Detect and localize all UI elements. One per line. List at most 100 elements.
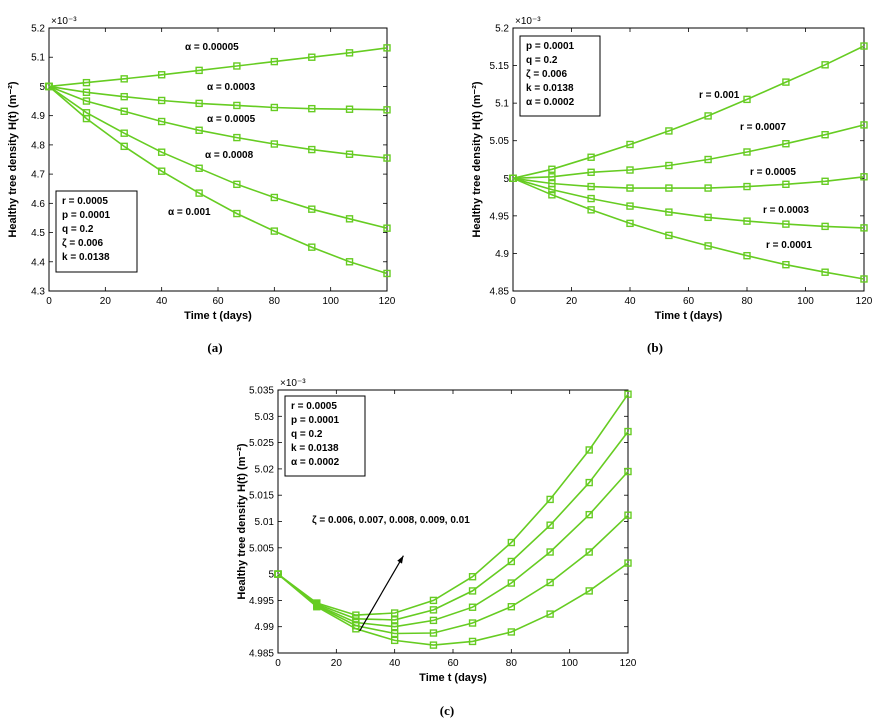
data-point	[157, 117, 166, 126]
data-point	[743, 217, 751, 225]
chart-a: 0 20 40 60 80 100 120 4.3 4.4 4.5 4.6 4.7 4.8 4.9 5 5.1…	[7, 16, 396, 355]
data-point	[390, 616, 399, 624]
data-point	[626, 166, 634, 174]
parameter-text: p = 0.0001	[526, 41, 575, 52]
data-point	[546, 495, 554, 504]
parameter-text: k = 0.0138	[291, 443, 339, 454]
x-tick-label: 0	[46, 296, 52, 307]
x-tick-label: 120	[856, 296, 873, 307]
data-point	[468, 603, 477, 611]
series-line-5	[48, 85, 388, 275]
data-point	[429, 596, 438, 605]
y-tick-label: 5.02	[255, 464, 275, 475]
data-point	[120, 129, 128, 137]
axis-exponent: ×10⁻³	[51, 16, 77, 27]
x-tick-label: 60	[447, 658, 459, 669]
data-point	[352, 625, 360, 633]
data-point	[120, 75, 128, 83]
y-tick-label: 5.1	[31, 53, 45, 64]
x-tick-label: 40	[156, 296, 168, 307]
x-tick-label: 20	[100, 296, 112, 307]
data-point	[157, 71, 166, 79]
data-point	[157, 148, 166, 156]
x-tick-label: 20	[566, 296, 578, 307]
data-point	[233, 209, 241, 218]
x-tick-label: 120	[379, 296, 396, 307]
data-point	[429, 616, 438, 625]
y-tick-label: 5.15	[490, 61, 510, 72]
data-point	[860, 275, 868, 283]
data-point	[429, 629, 438, 637]
data-point	[860, 173, 868, 181]
data-point	[195, 66, 203, 75]
y-tick-label: 5.025	[249, 438, 274, 449]
parameter-text: ζ = 0.006	[526, 69, 567, 80]
y-tick-label: 5	[503, 174, 509, 185]
data-point	[821, 131, 829, 139]
x-tick-label: 20	[331, 658, 343, 669]
data-point	[587, 168, 595, 176]
data-point	[860, 42, 868, 50]
series-line-3	[512, 176, 865, 189]
data-point	[704, 213, 712, 222]
y-tick-label: 5	[268, 570, 274, 581]
data-point	[704, 155, 712, 164]
chart-c: 0 20 40 60 80 100 1204.9854.994.99555.0055.015…	[236, 378, 637, 718]
y-tick-label: 5.03	[255, 412, 275, 423]
data-point	[468, 619, 477, 627]
data-point	[507, 579, 516, 587]
x-tick-label: 100	[561, 658, 578, 669]
data-point	[587, 182, 595, 191]
data-point	[587, 153, 595, 161]
y-tick-label: 5.015	[249, 491, 274, 502]
series-line-1	[48, 47, 388, 88]
data-point	[860, 224, 868, 232]
data-point	[507, 628, 516, 636]
data-point	[233, 133, 241, 142]
series-line-5	[277, 562, 629, 646]
data-point	[390, 609, 399, 617]
y-tick-label: 4.9	[31, 111, 45, 122]
x-tick-label: 80	[269, 296, 281, 307]
curve-label: r = 0.001	[699, 90, 740, 101]
data-point	[308, 145, 316, 154]
y-tick-label: 5	[39, 82, 45, 93]
y-tick-label: 4.995	[249, 596, 274, 607]
data-point	[383, 224, 391, 232]
data-point	[548, 165, 556, 173]
data-point	[345, 105, 354, 113]
trend-arrow-head	[397, 555, 404, 564]
data-point	[233, 101, 241, 110]
curve-label: r = 0.0003	[763, 205, 809, 216]
parameter-text: k = 0.0138	[526, 83, 574, 94]
data-point	[345, 150, 354, 158]
data-point	[665, 208, 673, 216]
data-point	[624, 427, 632, 436]
chart-b: 0 20 40 60 80 100 120 4.85 4.9 4.95 5 5.05 5.1 5.15 5.…	[471, 16, 873, 355]
curve-label: r = 0.0005	[750, 167, 796, 178]
data-point	[82, 114, 91, 123]
data-point	[665, 184, 673, 192]
series-line-4	[277, 514, 629, 635]
zeta-annotation: ζ = 0.006, 0.007, 0.008, 0.009, 0.01	[312, 515, 470, 526]
data-point	[120, 92, 128, 101]
curve-label: r = 0.0001	[766, 240, 812, 251]
x-tick-label: 80	[741, 296, 753, 307]
x-axis-label: Time t (days)	[184, 310, 252, 322]
data-point	[270, 140, 279, 148]
y-axis-label: Healthy tree density H(t) (m⁻²)	[471, 81, 483, 237]
data-point	[390, 636, 399, 645]
data-point	[585, 548, 593, 556]
series-line-4	[512, 177, 865, 229]
data-point	[704, 242, 712, 250]
y-axis-label: Healthy tree density H(t) (m⁻²)	[236, 443, 248, 599]
y-tick-label: 4.5	[31, 228, 45, 239]
data-point	[665, 127, 673, 135]
data-point	[270, 103, 279, 112]
data-point	[507, 557, 516, 566]
data-point	[429, 641, 438, 649]
parameter-text: p = 0.0001	[62, 210, 111, 221]
data-point	[821, 61, 829, 69]
data-point	[45, 82, 53, 91]
